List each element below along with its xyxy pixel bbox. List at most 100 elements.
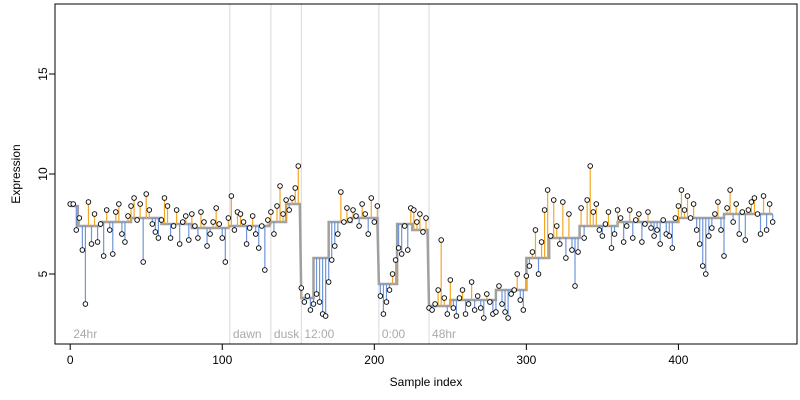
data-point — [718, 227, 724, 233]
data-point — [608, 245, 615, 251]
x-tick-label: 400 — [668, 353, 688, 367]
data-point — [341, 219, 347, 225]
data-point — [651, 233, 657, 239]
data-point — [523, 273, 530, 279]
data-point — [179, 219, 186, 225]
data-point — [237, 211, 244, 217]
data-point — [715, 199, 721, 205]
data-point — [681, 207, 688, 213]
data-point — [113, 209, 119, 215]
data-point — [228, 193, 235, 199]
data-point — [596, 227, 603, 233]
data-point — [557, 241, 563, 247]
data-point — [763, 227, 770, 233]
data-point — [289, 195, 295, 201]
data-point — [274, 203, 280, 209]
data-point — [265, 217, 271, 223]
data-point — [447, 277, 454, 283]
data-point — [706, 233, 712, 239]
data-point — [535, 271, 542, 277]
data-point — [471, 307, 478, 313]
data-point — [192, 223, 198, 229]
x-tick-label: 0 — [67, 353, 74, 367]
data-point — [736, 231, 742, 237]
data-point — [128, 203, 134, 209]
data-point — [392, 257, 399, 263]
data-point — [76, 215, 83, 221]
data-point — [350, 207, 356, 213]
data-point — [453, 313, 460, 319]
data-point — [505, 315, 511, 321]
x-tick-label: 300 — [516, 353, 536, 367]
data-point — [484, 291, 490, 297]
data-point — [666, 233, 673, 239]
y-tick-label: 10 — [36, 167, 50, 181]
data-point — [602, 221, 609, 227]
data-point — [477, 305, 484, 311]
data-point — [675, 203, 682, 209]
x-axis-title: Sample index — [390, 375, 463, 389]
data-point — [727, 187, 733, 193]
data-point — [450, 305, 457, 311]
data-point — [100, 253, 107, 259]
data-point — [161, 195, 168, 201]
data-point — [325, 279, 332, 285]
data-point — [158, 217, 165, 223]
data-point — [417, 211, 423, 217]
phase-label: 12:00 — [304, 327, 334, 341]
data-point — [310, 301, 317, 307]
data-point — [119, 231, 125, 237]
data-point — [91, 211, 98, 217]
data-point — [122, 239, 128, 245]
data-point — [398, 251, 405, 257]
data-point — [696, 241, 703, 247]
data-point — [146, 207, 153, 213]
data-point — [441, 295, 447, 301]
data-point — [204, 243, 210, 249]
data-point — [207, 231, 213, 237]
data-point — [520, 307, 527, 313]
data-point — [654, 227, 660, 233]
data-point — [532, 227, 539, 233]
phase-labels: 24hr dawn dusk 12:00 0:00 48hr — [73, 327, 456, 341]
x-axis: 0 100 200 300 400 — [67, 344, 689, 367]
data-point — [383, 299, 390, 305]
data-point — [730, 219, 736, 225]
data-point — [149, 221, 156, 227]
data-point — [733, 201, 739, 207]
data-point — [292, 185, 298, 191]
data-point — [186, 237, 192, 243]
data-point — [347, 217, 353, 223]
data-point — [252, 231, 259, 237]
data-point — [517, 297, 524, 303]
data-point — [623, 223, 630, 229]
data-point — [590, 209, 597, 215]
data-point — [636, 211, 642, 217]
data-point — [362, 211, 368, 217]
data-point — [271, 231, 277, 237]
data-point — [262, 267, 268, 273]
data-point — [459, 287, 466, 293]
data-point — [630, 235, 636, 241]
phase-label: dusk — [274, 327, 300, 341]
data-point — [240, 219, 247, 225]
data-point — [386, 287, 393, 293]
data-point — [210, 219, 216, 225]
data-point — [137, 201, 143, 207]
data-point — [739, 209, 746, 215]
data-point — [669, 245, 676, 251]
data-point — [699, 263, 706, 269]
data-point — [322, 313, 329, 319]
data-point — [259, 223, 265, 229]
data-point — [216, 221, 222, 227]
data-point — [176, 241, 183, 247]
data-point — [550, 197, 557, 203]
data-point — [614, 207, 621, 213]
data-point — [374, 203, 381, 209]
y-tick-label: 15 — [36, 67, 50, 81]
data-point — [335, 231, 341, 237]
data-point — [295, 163, 302, 169]
data-point — [462, 311, 469, 317]
data-point — [332, 243, 338, 249]
